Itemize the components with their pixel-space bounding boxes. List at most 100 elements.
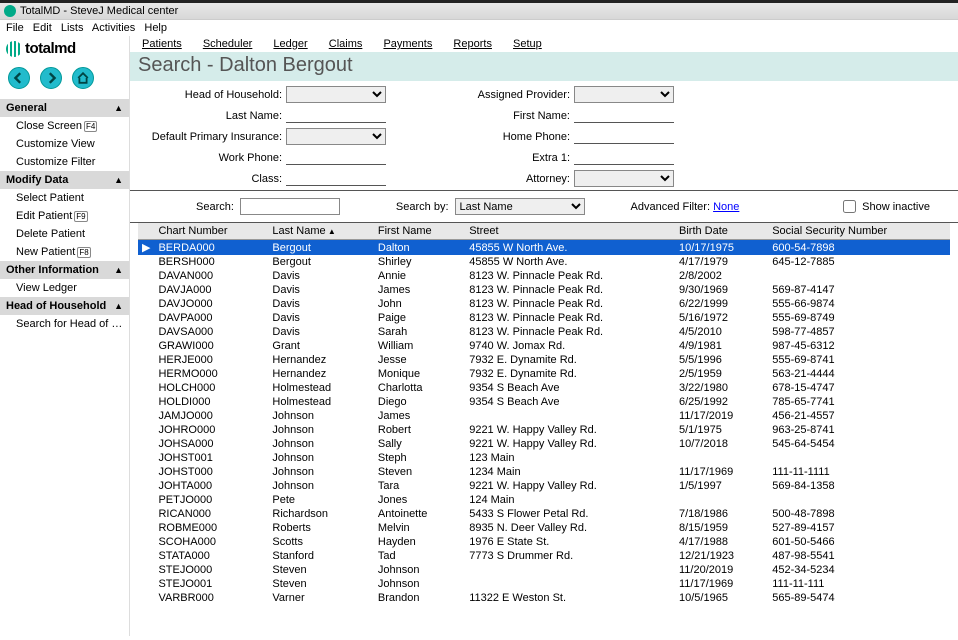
table-row[interactable]: JOHST000JohnsonSteven1234 Main11/17/1969… — [138, 465, 950, 479]
row-caret-icon: ▶ — [138, 240, 154, 256]
cell-5: 565-89-5474 — [768, 591, 950, 605]
topnav-patients[interactable]: Patients — [142, 38, 182, 50]
table-row[interactable]: ▶BERDA000BergoutDalton45855 W North Ave.… — [138, 240, 950, 256]
search-by-select[interactable]: Last Name — [455, 198, 585, 215]
table-row[interactable]: JAMJO000JohnsonJames11/17/2019456-21-455… — [138, 409, 950, 423]
cell-0: PETJO000 — [154, 493, 268, 507]
filter-input-right-2[interactable] — [574, 130, 674, 144]
col-header-0[interactable]: Chart Number — [154, 223, 268, 240]
cell-0: VARBR000 — [154, 591, 268, 605]
table-row[interactable]: DAVJO000DavisJohn8123 W. Pinnacle Peak R… — [138, 297, 950, 311]
table-row[interactable]: SCOHA000ScottsHayden1976 E State St.4/17… — [138, 535, 950, 549]
table-row[interactable]: DAVSA000DavisSarah8123 W. Pinnacle Peak … — [138, 325, 950, 339]
cell-4: 4/5/2010 — [675, 325, 768, 339]
search-label: Search: — [196, 201, 234, 213]
cell-2: Shirley — [374, 255, 465, 269]
show-inactive-input[interactable] — [843, 200, 856, 213]
filter-panel: Head of Household:Last Name:Default Prim… — [130, 81, 958, 191]
col-header-1[interactable]: Last Name — [268, 223, 373, 240]
cell-4: 10/5/1965 — [675, 591, 768, 605]
cell-4: 4/17/1979 — [675, 255, 768, 269]
topnav-reports[interactable]: Reports — [453, 38, 492, 50]
cell-3: 5433 S Flower Petal Rd. — [465, 507, 675, 521]
table-row[interactable]: STEJO000StevenJohnson11/20/2019452-34-52… — [138, 563, 950, 577]
nav-back-button[interactable] — [8, 67, 30, 89]
sidebar-header-household[interactable]: Head of Household▲ — [0, 297, 129, 315]
topnav-setup[interactable]: Setup — [513, 38, 542, 50]
sidebar-item-modify-1[interactable]: Edit PatientF9 — [0, 207, 129, 225]
table-row[interactable]: RICAN000RichardsonAntoinette5433 S Flowe… — [138, 507, 950, 521]
filter-input-right-1[interactable] — [574, 109, 674, 123]
cell-5: 111-11-111 — [768, 577, 950, 591]
table-row[interactable]: VARBR000VarnerBrandon11322 E Weston St.1… — [138, 591, 950, 605]
filter-label-left-0: Head of Household: — [138, 89, 286, 101]
search-by-label: Search by: — [396, 201, 449, 213]
menu-file[interactable]: File — [6, 22, 24, 34]
menu-lists[interactable]: Lists — [61, 22, 84, 34]
sidebar-item-general-1[interactable]: Customize View — [0, 135, 129, 153]
cell-4: 7/18/1986 — [675, 507, 768, 521]
nav-forward-button[interactable] — [40, 67, 62, 89]
sidebar-header-modify[interactable]: Modify Data▲ — [0, 171, 129, 189]
table-row[interactable]: HERJE000HernandezJesse7932 E. Dynamite R… — [138, 353, 950, 367]
sidebar-header-general[interactable]: General▲ — [0, 99, 129, 117]
table-row[interactable]: JOHSA000JohnsonSally9221 W. Happy Valley… — [138, 437, 950, 451]
filter-input-left-2[interactable] — [286, 128, 386, 145]
table-row[interactable]: JOHRO000JohnsonRobert9221 W. Happy Valle… — [138, 423, 950, 437]
table-row[interactable]: DAVAN000DavisAnnie8123 W. Pinnacle Peak … — [138, 269, 950, 283]
cell-2: Antoinette — [374, 507, 465, 521]
cell-5: 456-21-4557 — [768, 409, 950, 423]
table-row[interactable]: HOLCH000HolmesteadCharlotta9354 S Beach … — [138, 381, 950, 395]
filter-input-left-1[interactable] — [286, 109, 386, 123]
filter-input-left-4[interactable] — [286, 172, 386, 186]
table-row[interactable]: BERSH000BergoutShirley45855 W North Ave.… — [138, 255, 950, 269]
table-row[interactable]: ROBME000RobertsMelvin8935 N. Deer Valley… — [138, 521, 950, 535]
sidebar-item-modify-3[interactable]: New PatientF8 — [0, 243, 129, 261]
table-row[interactable]: GRAWI000GrantWilliam9740 W. Jomax Rd.4/9… — [138, 339, 950, 353]
topnav-claims[interactable]: Claims — [329, 38, 363, 50]
table-row[interactable]: DAVPA000DavisPaige8123 W. Pinnacle Peak … — [138, 311, 950, 325]
table-row[interactable]: HERMO000HernandezMonique7932 E. Dynamite… — [138, 367, 950, 381]
sidebar-item-general-0[interactable]: Close ScreenF4 — [0, 117, 129, 135]
table-row[interactable]: JOHST001JohnsonSteph123 Main — [138, 451, 950, 465]
cell-0: HERMO000 — [154, 367, 268, 381]
filter-input-right-3[interactable] — [574, 151, 674, 165]
sidebar-header-other[interactable]: Other Information▲ — [0, 261, 129, 279]
filter-input-left-0[interactable] — [286, 86, 386, 103]
sidebar-item-modify-0[interactable]: Select Patient — [0, 189, 129, 207]
cell-0: HOLCH000 — [154, 381, 268, 395]
sidebar-item-general-2[interactable]: Customize Filter — [0, 153, 129, 171]
cell-1: Davis — [268, 283, 373, 297]
col-header-4[interactable]: Birth Date — [675, 223, 768, 240]
cell-3: 1976 E State St. — [465, 535, 675, 549]
nav-home-button[interactable] — [72, 67, 94, 89]
col-header-5[interactable]: Social Security Number — [768, 223, 950, 240]
filter-input-left-3[interactable] — [286, 151, 386, 165]
topnav-ledger[interactable]: Ledger — [273, 38, 307, 50]
advanced-filter-link[interactable]: None — [713, 201, 739, 213]
sidebar-item-household-0[interactable]: Search for Head of Hous... — [0, 315, 129, 333]
row-caret-icon — [138, 409, 154, 423]
table-row[interactable]: STEJO001StevenJohnson11/17/1969111-11-11… — [138, 577, 950, 591]
menu-edit[interactable]: Edit — [33, 22, 52, 34]
table-row[interactable]: STATA000StanfordTad7773 S Drummer Rd.12/… — [138, 549, 950, 563]
filter-input-right-0[interactable] — [574, 86, 674, 103]
sidebar-item-modify-2[interactable]: Delete Patient — [0, 225, 129, 243]
col-header-3[interactable]: Street — [465, 223, 675, 240]
show-inactive-checkbox[interactable]: Show inactive — [839, 197, 930, 216]
menu-help[interactable]: Help — [144, 22, 167, 34]
table-row[interactable]: HOLDI000HolmesteadDiego9354 S Beach Ave6… — [138, 395, 950, 409]
menu-activities[interactable]: Activities — [92, 22, 135, 34]
topnav-scheduler[interactable]: Scheduler — [203, 38, 253, 50]
sidebar-item-other-0[interactable]: View Ledger — [0, 279, 129, 297]
table-row[interactable]: JOHTA000JohnsonTara9221 W. Happy Valley … — [138, 479, 950, 493]
cell-3: 45855 W North Ave. — [465, 240, 675, 256]
col-header-2[interactable]: First Name — [374, 223, 465, 240]
search-input[interactable] — [240, 198, 340, 215]
topnav-payments[interactable]: Payments — [383, 38, 432, 50]
filter-input-right-4[interactable] — [574, 170, 674, 187]
table-row[interactable]: DAVJA000DavisJames8123 W. Pinnacle Peak … — [138, 283, 950, 297]
table-row[interactable]: PETJO000PeteJones124 Main — [138, 493, 950, 507]
row-caret-icon — [138, 269, 154, 283]
cell-2: Jesse — [374, 353, 465, 367]
